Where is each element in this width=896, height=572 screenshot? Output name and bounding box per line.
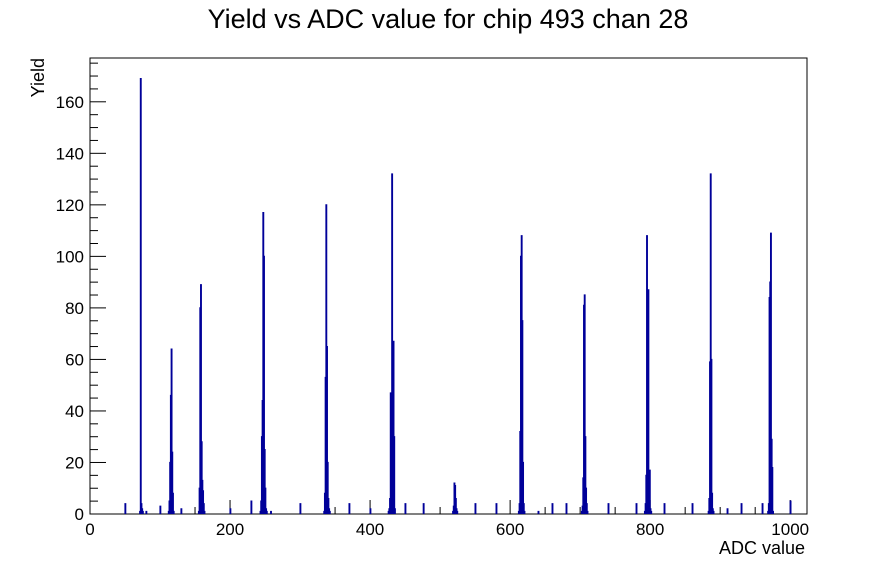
histogram-bin <box>789 500 792 514</box>
histogram-bin <box>139 78 142 514</box>
histogram-bin <box>647 289 650 514</box>
histogram-bin <box>474 503 477 514</box>
histogram-bin <box>551 503 554 514</box>
y-tick-label: 120 <box>56 196 84 215</box>
x-axis-tick-labels: 0 200 400 600 800 1000 <box>85 520 809 539</box>
histogram-bin <box>584 436 587 514</box>
histogram-bin <box>635 503 638 514</box>
y-tick-label: 140 <box>56 144 84 163</box>
y-tick-label: 40 <box>65 402 84 421</box>
histogram-bin <box>761 503 764 514</box>
histogram-bin <box>369 508 372 514</box>
histogram-bin <box>200 441 203 514</box>
histogram-bin <box>522 461 525 514</box>
histogram-bin <box>740 503 743 514</box>
y-tick-label: 100 <box>56 247 84 266</box>
x-tick-label: 1000 <box>771 520 809 539</box>
histogram-bin <box>263 255 265 514</box>
plot-frame <box>89 57 808 515</box>
histogram-bin <box>327 497 330 514</box>
x-tick-label: 600 <box>496 520 524 539</box>
x-axis-label: ADC value <box>719 538 805 558</box>
x-tick-label: 200 <box>216 520 244 539</box>
histogram-bin <box>202 503 205 514</box>
histogram-bin <box>263 448 266 514</box>
histogram-bin <box>565 503 568 514</box>
chart-title: Yield vs ADC value for chip 493 chan 28 <box>208 4 689 34</box>
x-tick-label: 800 <box>636 520 664 539</box>
histogram-bin <box>299 503 302 514</box>
histogram-bin <box>454 497 457 514</box>
histogram-bin <box>229 508 232 514</box>
histogram-bin <box>141 510 144 514</box>
histogram-bin <box>583 294 586 514</box>
histogram-bin <box>393 508 396 514</box>
histogram-bin <box>180 508 183 514</box>
histogram-bin <box>124 503 127 514</box>
y-tick-label: 20 <box>65 453 84 472</box>
y-axis-label: Yield <box>28 58 48 97</box>
histogram-bin <box>709 173 712 514</box>
histogram-bin <box>495 503 498 514</box>
histogram-bin <box>393 436 396 514</box>
x-tick-label: 0 <box>85 520 94 539</box>
histogram-bin <box>265 510 268 514</box>
histogram-bin <box>586 510 589 514</box>
histogram-bin <box>648 469 651 514</box>
histogram-bin <box>326 461 329 514</box>
histogram-bins <box>124 78 792 514</box>
histogram-bin <box>712 510 715 514</box>
y-axis-ticks <box>90 62 106 515</box>
histogram-bin <box>391 173 394 514</box>
histogram-bin <box>159 505 162 514</box>
histogram-bin <box>203 510 206 514</box>
y-tick-label: 60 <box>65 350 84 369</box>
histogram-bin <box>264 487 267 514</box>
histogram-bin <box>663 503 666 514</box>
y-axis-tick-labels: 0 20 40 60 80 100 120 140 160 <box>56 93 84 524</box>
histogram-bin <box>172 510 175 514</box>
histogram-bin <box>537 510 540 514</box>
y-tick-label: 80 <box>65 299 84 318</box>
histogram-bin <box>710 358 713 514</box>
x-tick-label: 400 <box>356 520 384 539</box>
histogram-bin <box>523 510 526 514</box>
histogram-bin <box>771 467 774 514</box>
histogram-bin <box>456 510 459 514</box>
histogram-bin <box>170 348 173 514</box>
histogram-bin <box>250 500 253 514</box>
histogram-bin <box>404 503 407 514</box>
histogram-bin <box>522 503 525 514</box>
histogram-bin <box>585 487 588 514</box>
histogram-bin <box>392 340 395 514</box>
histogram-bin <box>691 503 694 514</box>
histogram-bin <box>726 508 729 514</box>
y-tick-label: 0 <box>75 505 84 524</box>
histogram-bin <box>326 345 328 514</box>
histogram-bin <box>200 284 202 514</box>
histogram-bin <box>422 503 425 514</box>
histogram-bin <box>772 510 774 514</box>
histogram-bin <box>607 503 610 514</box>
y-tick-label: 160 <box>56 93 84 112</box>
histogram-bin <box>711 492 714 514</box>
x-axis-ticks <box>89 500 791 514</box>
histogram-bin <box>521 320 524 514</box>
histogram-bin <box>650 510 653 514</box>
histogram-bin <box>769 232 772 514</box>
histogram-bin <box>585 503 588 514</box>
histogram-bin <box>202 490 205 514</box>
histogram-bin <box>145 510 148 514</box>
histogram-bin <box>171 451 174 514</box>
histogram-bin <box>270 510 272 514</box>
histogram-bin <box>172 492 174 514</box>
histogram-bin <box>328 510 331 514</box>
histogram-bin <box>348 503 351 514</box>
